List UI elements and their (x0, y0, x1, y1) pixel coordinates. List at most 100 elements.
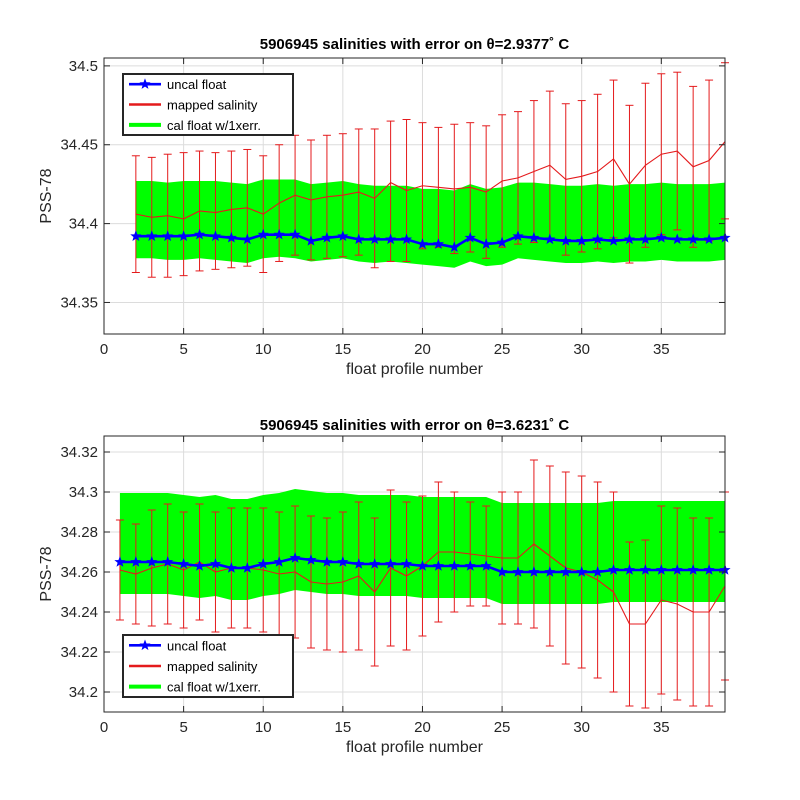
uncal-float-marker (464, 231, 476, 243)
uncal-float-marker (146, 556, 158, 567)
y-tick-label: 34.5 (69, 58, 98, 75)
axes-box (103, 57, 726, 335)
y-tick-label: 34.3 (69, 484, 98, 501)
uncal-float-marker (512, 230, 524, 241)
uncal-float-marker (321, 556, 333, 567)
x-tick-label: 10 (255, 341, 272, 358)
uncal-float-marker (496, 566, 508, 577)
x-tick-label: 20 (414, 719, 431, 736)
uncal-float-marker (385, 233, 397, 245)
legend-label: cal float w/1xerr. (167, 680, 261, 695)
y-tick-label: 34.2 (69, 684, 98, 701)
uncal-float-marker (687, 564, 699, 575)
uncal-float-marker (273, 556, 285, 567)
y-tick-label: 34.35 (60, 294, 98, 311)
x-axis-label: float profile number (346, 739, 484, 756)
x-tick-label: 25 (494, 719, 511, 736)
uncal-float-marker (273, 228, 285, 240)
uncal-float-marker (592, 233, 604, 245)
y-tick-label: 34.22 (60, 644, 98, 661)
uncal-float-marker (225, 562, 237, 573)
legend: uncal float mapped salinity cal float w/1x… (122, 634, 294, 698)
uncal-float-marker (257, 228, 269, 240)
x-axis-label: float profile number (346, 361, 484, 378)
uncal-float-marker (655, 564, 667, 575)
uncal-float-marker (209, 230, 222, 241)
uncal-float-marker (178, 230, 190, 241)
uncal-float-marker (289, 228, 301, 240)
uncal-float-marker (496, 236, 508, 248)
y-tick-label: 34.26 (60, 564, 98, 581)
uncal-float-marker (687, 233, 699, 245)
x-tick-label: 30 (573, 341, 590, 358)
x-tick-label: 35 (653, 341, 670, 358)
uncal-float-marker (576, 566, 588, 577)
x-tick-label: 0 (100, 719, 108, 736)
x-tick-label: 0 (100, 341, 108, 358)
axes-box (103, 435, 726, 713)
uncal-float-marker (448, 560, 460, 571)
uncal-float-marker (369, 558, 381, 569)
uncal-float-marker (448, 241, 460, 252)
uncal-float-marker (385, 558, 397, 569)
uncal-float-marker (432, 238, 444, 249)
legend-label: mapped salinity (167, 98, 258, 113)
y-tick-label: 34.4 (69, 216, 98, 233)
legend-label: uncal float (167, 638, 227, 653)
y-tick-label: 34.28 (60, 524, 98, 541)
uncal-float-marker (639, 564, 651, 575)
uncal-float-marker (193, 560, 206, 571)
uncal-float-marker (671, 564, 683, 575)
uncal-float-marker (671, 233, 683, 245)
y-tick-label: 34.32 (60, 444, 98, 461)
uncal-float-marker (321, 231, 333, 243)
uncal-float-marker (400, 233, 413, 245)
chart-title: 5906945 salinities with error on θ=3.623… (260, 417, 570, 434)
x-tick-label: 20 (414, 341, 431, 358)
x-tick-label: 5 (179, 341, 187, 358)
uncal-float-marker (353, 558, 365, 569)
uncal-float-marker (146, 230, 158, 241)
uncal-float-marker (130, 556, 142, 567)
uncal-float-marker (178, 558, 190, 569)
uncal-float-marker (289, 552, 301, 563)
uncal-float-marker (130, 230, 142, 241)
x-tick-label: 15 (335, 719, 352, 736)
x-tick-label: 10 (255, 719, 272, 736)
cal-float-band (135, 179, 726, 268)
uncal-float-marker (209, 558, 222, 569)
uncal-float-marker (305, 235, 317, 246)
y-axis-label: PSS-78 (38, 546, 55, 601)
uncal-float-marker (480, 238, 492, 249)
uncal-float-marker (560, 566, 572, 577)
uncal-float-marker (528, 566, 540, 577)
uncal-float-marker (464, 560, 476, 571)
uncal-float-marker (607, 235, 620, 246)
mapped-salinity-line (135, 141, 726, 220)
uncal-float-marker (305, 554, 317, 565)
uncal-float-marker (225, 231, 237, 243)
legend-label: uncal float (167, 77, 227, 92)
uncal-float-marker (639, 233, 651, 245)
chart-title: 5906945 salinities with error on θ=2.937… (260, 36, 570, 53)
x-tick-label: 30 (573, 719, 590, 736)
x-tick-label: 25 (494, 341, 511, 358)
chart-bottom: 0 5 10 15 20 25 30 35 34.2 34.22 34.24 34.26 34.28 34… (38, 417, 731, 756)
uncal-float-marker (162, 556, 174, 567)
uncal-float-marker (560, 235, 572, 246)
chart-top: 0 5 10 15 20 25 30 35 34.35 34.4 34.45 34.5 5906945 … (38, 36, 731, 378)
x-tick-label: 5 (179, 719, 187, 736)
uncal-float-marker (544, 233, 556, 245)
uncal-float-marker (241, 233, 253, 245)
legend-label: cal float w/1xerr. (167, 118, 261, 133)
y-tick-label: 34.45 (60, 137, 98, 154)
uncal-float-marker (703, 233, 715, 245)
uncal-float-marker (512, 566, 524, 577)
uncal-float-marker (623, 233, 636, 245)
uncal-float-marker (703, 564, 715, 575)
uncal-float-marker (576, 235, 588, 246)
uncal-float-marker (416, 238, 429, 249)
uncal-float-marker (337, 556, 349, 567)
uncal-float-marker (337, 230, 349, 241)
